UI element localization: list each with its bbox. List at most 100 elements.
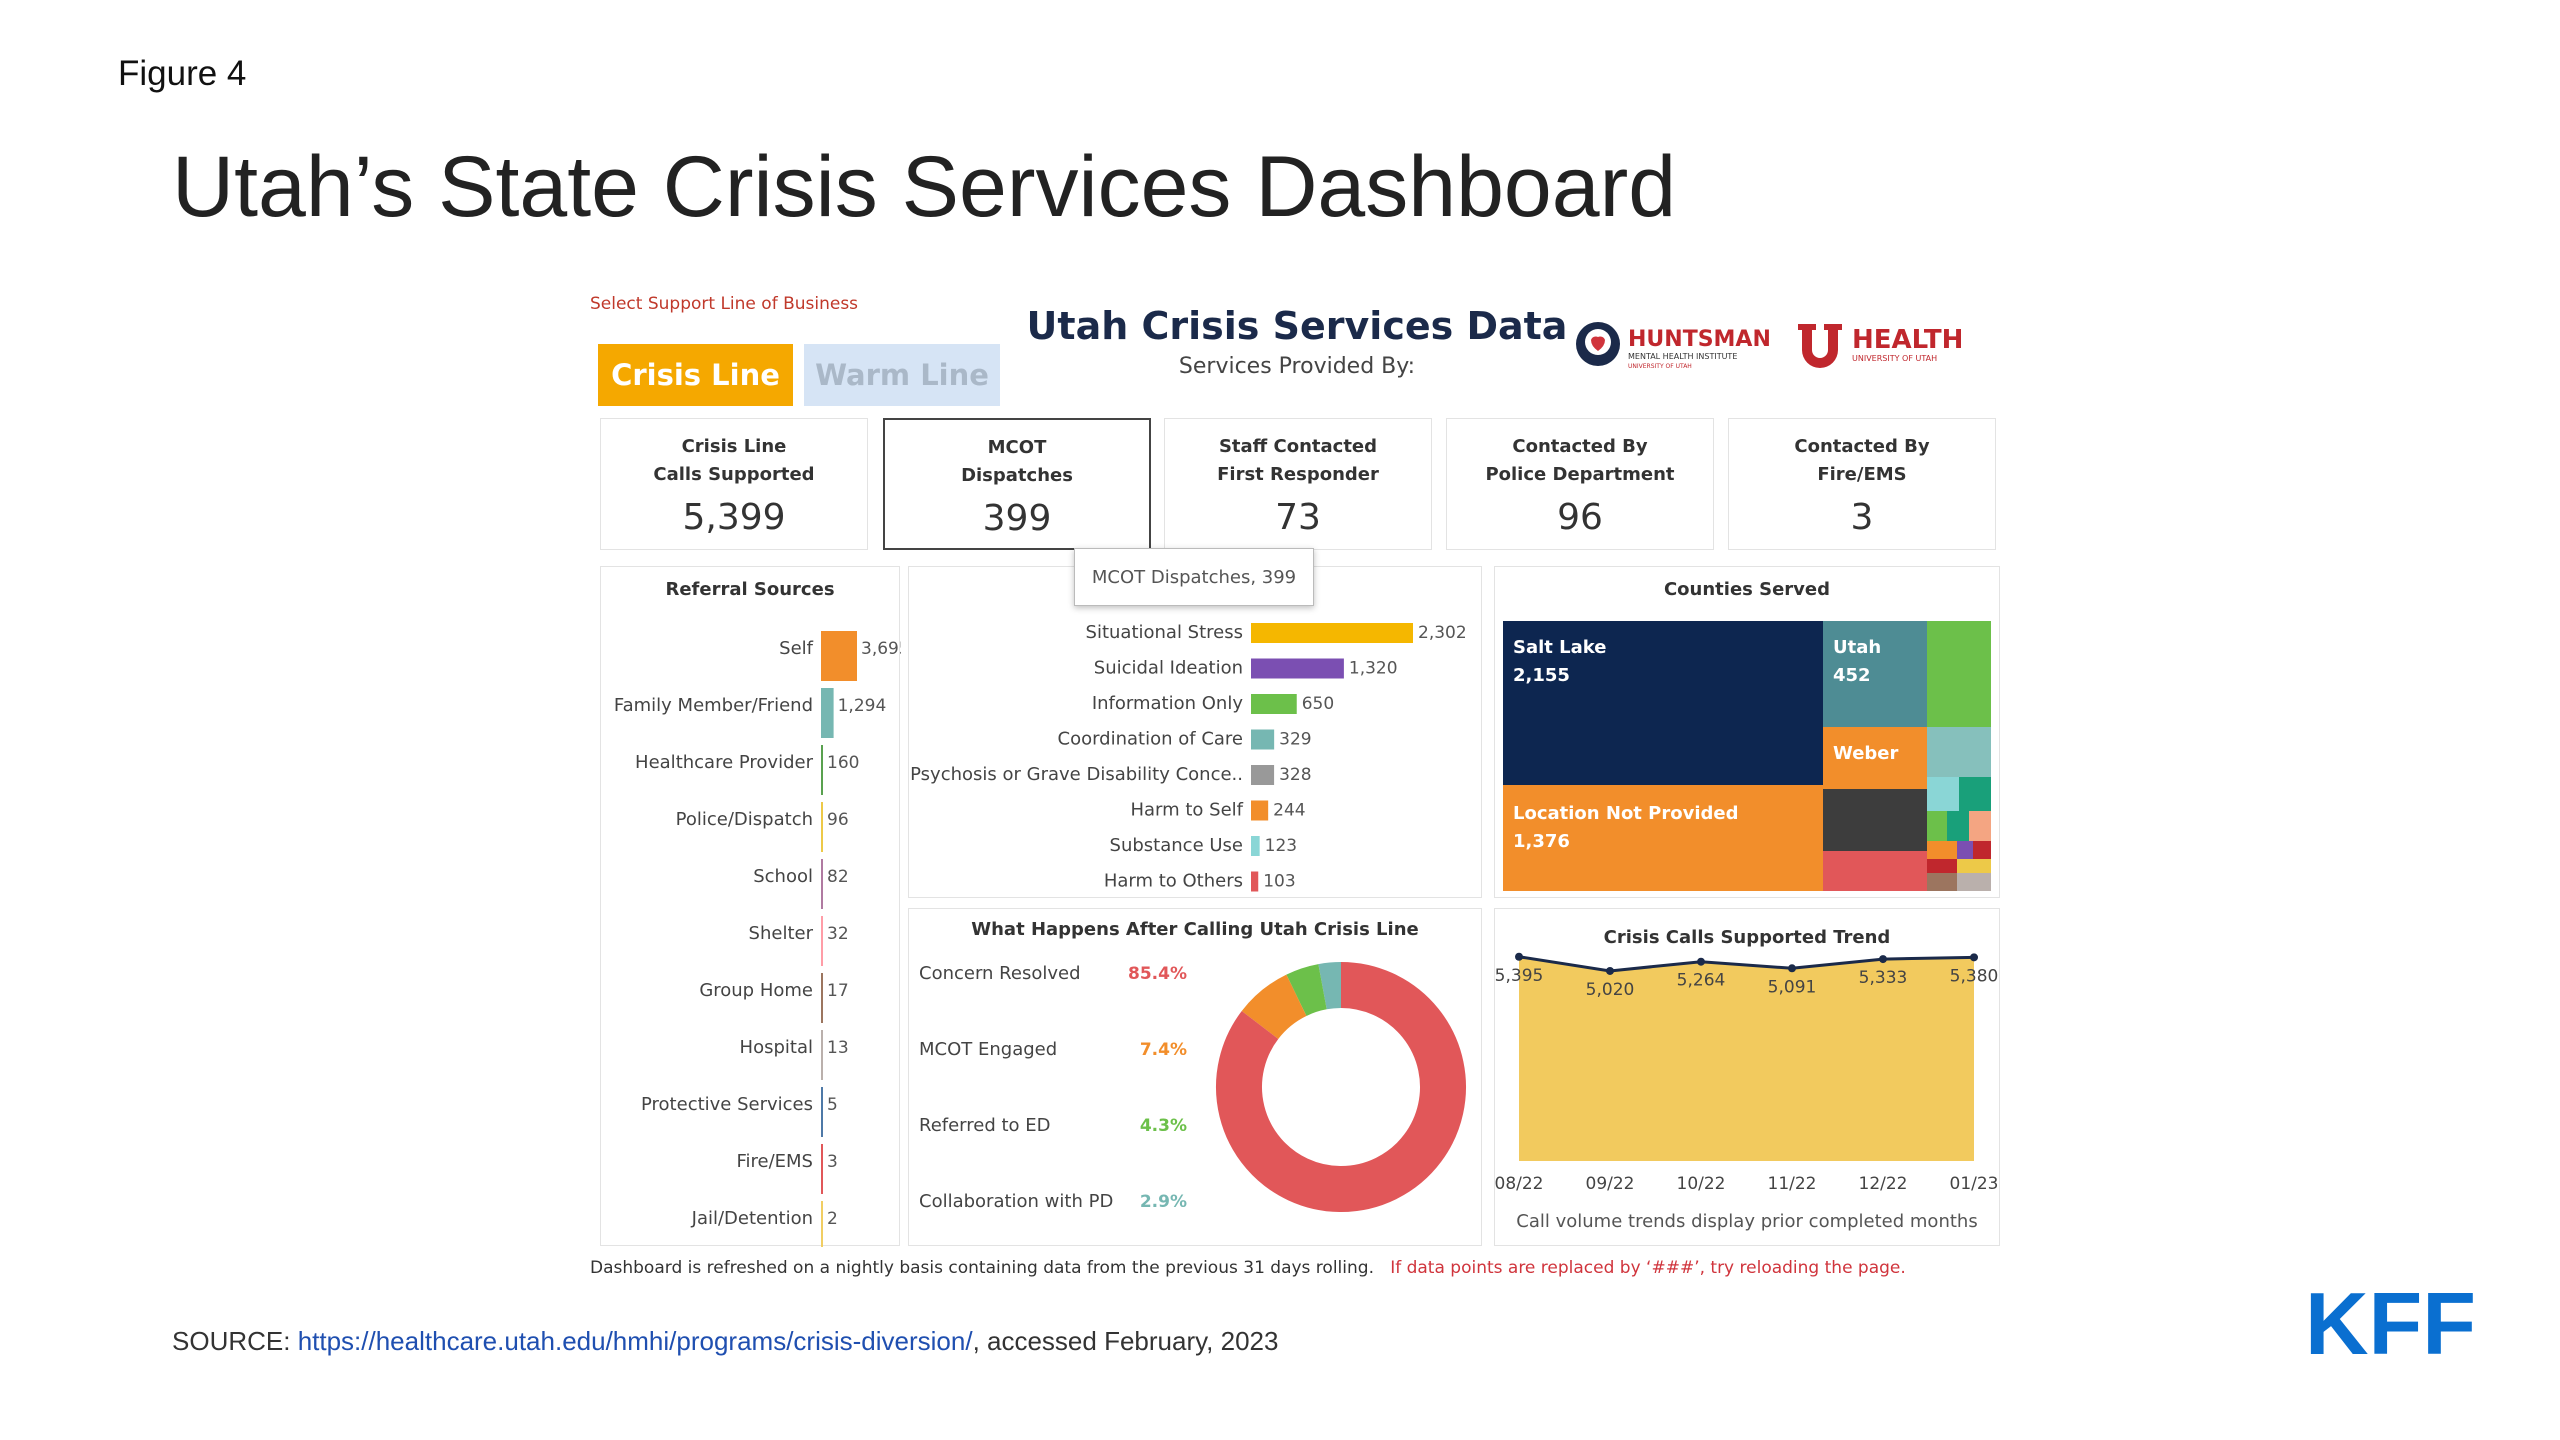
warm-line-button[interactable]: Warm Line [804,344,1000,406]
kpi-mcot-dispatches[interactable]: MCOT Dispatches 399 [883,418,1151,550]
reason-bar[interactable] [1251,836,1260,856]
referral-sources-chart: Self 3,695 Family Member/Friend 1,294 Health… [614,631,901,1247]
after-call-panel: What Happens After Calling Utah Crisis L… [908,908,1482,1246]
treemap-cell[interactable] [1927,777,1959,811]
kff-logo: KFF [2305,1282,2476,1362]
treemap-label: Utah [1833,637,1881,658]
dashboard-subtitle: Services Provided By: [1178,354,1416,379]
treemap-cell[interactable] [1947,811,1969,841]
reason-value: 650 [1302,694,1334,714]
outcome-slice[interactable] [1241,974,1308,1040]
huntsman-university: UNIVERSITY OF UTAH [1628,363,1692,370]
referral-bar[interactable] [821,631,857,681]
referral-value: 5 [827,1095,838,1115]
treemap-value: 2,155 [1513,665,1570,686]
reason-bar[interactable] [1251,871,1259,892]
reason-value: 328 [1279,765,1311,785]
outcome-slice[interactable] [1286,964,1328,1017]
referral-label: Protective Services [641,1094,813,1115]
source-line: SOURCE: https://healthcare.utah.edu/hmhi… [172,1326,1278,1357]
trend-tick: 09/22 [1586,1174,1635,1194]
trend-point[interactable] [1697,957,1705,966]
treemap-cell[interactable] [1957,859,1991,873]
treemap-cell-utah[interactable] [1823,621,1927,727]
referral-label: Family Member/Friend [614,695,813,716]
u-health-logo: HEALTH UNIVERSITY OF UTAH [1798,324,1963,368]
kpi-police[interactable]: Contacted By Police Department 96 [1446,418,1714,550]
kpi-label: Contacted By Police Department [1485,436,1675,485]
treemap-cell[interactable] [1969,811,1991,841]
referral-bar[interactable] [821,973,823,1023]
treemap-cell[interactable] [1927,859,1957,873]
kpi-label: Crisis Line Calls Supported [653,436,815,485]
health-name: HEALTH [1852,325,1963,355]
referral-value: 3,695 [861,639,901,659]
treemap-cell-salt-lake[interactable] [1503,621,1823,785]
source-link[interactable]: https://healthcare.utah.edu/hmhi/program… [297,1326,973,1356]
trend-area [1519,956,1974,1161]
treemap-cell[interactable] [1973,841,1991,859]
treemap-cell[interactable] [1927,621,1991,727]
dashboard: Select Support Line of Business Crisis L… [588,284,2004,1288]
treemap-cell[interactable] [1823,789,1927,851]
kpi-crisis-calls[interactable]: Crisis Line Calls Supported 5,399 [600,418,868,550]
referral-bar[interactable] [821,859,823,909]
kff-logo-text: KFF [2305,1282,2476,1362]
reason-value: 123 [1265,836,1297,856]
kpi-value: 3 [1850,497,1874,538]
trend-point[interactable] [1970,953,1978,962]
treemap-cell[interactable] [1927,841,1957,859]
kpi-fire-ems[interactable]: Contacted By Fire/EMS 3 [1728,418,1996,550]
treemap-cell[interactable] [1957,873,1991,891]
treemap-cell-weber[interactable] [1823,727,1927,789]
treemap-cell[interactable] [1957,841,1973,859]
kpi-label: Staff Contacted First Responder [1217,436,1379,485]
referral-bar[interactable] [821,916,823,966]
referral-bar[interactable] [821,1030,823,1080]
reason-bar[interactable] [1251,623,1413,643]
reason-label: Coordination of Care [1058,729,1244,750]
reason-bar[interactable] [1251,765,1275,785]
treemap-cell[interactable] [1823,851,1927,891]
figure-label: Figure 4 [118,54,247,93]
referral-bar[interactable] [821,1144,823,1194]
trend-point[interactable] [1606,966,1614,975]
reason-bar[interactable] [1251,800,1269,821]
trend-tick: 11/22 [1768,1174,1817,1194]
trend-value: 5,020 [1586,980,1635,1000]
referral-bar[interactable] [821,802,823,852]
reason-bar[interactable] [1251,658,1344,679]
treemap-cell[interactable] [1927,727,1991,777]
outcome-label: Collaboration with PD [919,1191,1113,1212]
kpi-label: MCOT Dispatches [961,437,1073,486]
outcome-label: Referred to ED [919,1115,1051,1136]
reason-label: Psychosis or Grave Disability Conce.. [910,764,1243,785]
trend-point[interactable] [1788,964,1796,973]
trend-point[interactable] [1515,952,1523,961]
crisis-line-button[interactable]: Crisis Line [598,344,793,406]
outcome-value: 4.3% [1140,1116,1187,1136]
reason-bar[interactable] [1251,694,1297,714]
kpi-first-responder[interactable]: Staff Contacted First Responder 73 [1164,418,1432,550]
reason-value: 329 [1279,730,1311,750]
treemap-cell[interactable] [1959,777,1991,811]
dashboard-footer: Dashboard is refreshed on a nightly basi… [590,1258,1906,1278]
trend-point[interactable] [1879,955,1887,964]
reason-bar[interactable] [1251,729,1275,750]
treemap-cell-not-provided[interactable] [1503,785,1823,891]
block-u-icon [1798,324,1842,368]
referral-bar[interactable] [821,1087,823,1137]
outcome-slice[interactable] [1318,962,1342,1010]
outcome-slice[interactable] [1216,962,1466,1212]
treemap-label: Weber [1833,743,1899,764]
treemap-cell[interactable] [1927,873,1957,891]
kpi-value: 399 [982,498,1052,539]
reason-label: Situational Stress [1086,622,1243,643]
treemap-cell[interactable] [1927,811,1947,841]
outcome-value: 7.4% [1140,1040,1187,1060]
referral-bar[interactable] [821,688,834,738]
referral-bar[interactable] [821,1201,823,1247]
health-university: UNIVERSITY OF UTAH [1852,354,1937,363]
reason-label: Suicidal Ideation [1094,658,1243,679]
referral-bar[interactable] [821,745,823,795]
